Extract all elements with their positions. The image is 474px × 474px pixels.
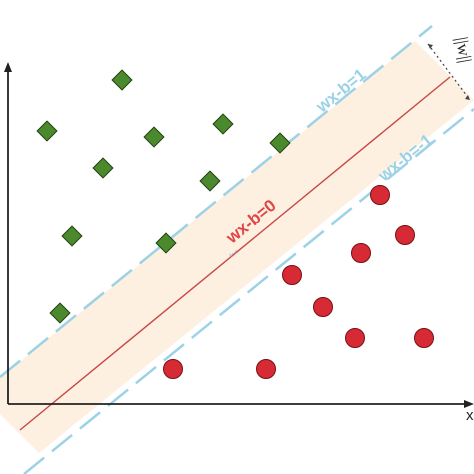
positive-point-diamond <box>61 225 83 247</box>
positive-point-diamond <box>199 170 221 192</box>
positive-point-diamond <box>143 126 165 148</box>
negative-point-circle <box>370 185 390 205</box>
margin-band <box>0 41 474 453</box>
negative-class-points <box>163 185 434 379</box>
positive-point-diamond <box>49 302 71 324</box>
positive-point-diamond <box>92 157 114 179</box>
positive-point-diamond <box>212 113 234 135</box>
margin-line-negative <box>23 108 474 474</box>
tiny-text-label: Text <box>228 249 239 260</box>
y-axis-arrowhead-icon <box>4 62 12 72</box>
positive-point-diamond <box>111 69 133 91</box>
positive-point-diamond <box>36 120 58 142</box>
margin-width-arrowhead-bottom <box>465 95 470 100</box>
positive-point-diamond <box>155 232 177 254</box>
negative-point-circle <box>256 359 276 379</box>
decision-boundary-line <box>19 76 451 431</box>
x-axis-arrowhead-icon <box>464 400 474 408</box>
negative-point-circle <box>163 359 183 379</box>
positive-point-diamond <box>269 132 291 154</box>
norm-label: ||w|| <box>452 35 474 64</box>
negative-point-circle <box>345 328 365 348</box>
negative-point-circle <box>395 225 415 245</box>
margin-line-positive <box>0 25 433 378</box>
x-axis-label: x <box>466 407 474 424</box>
positive-class-points <box>36 69 291 324</box>
margin-width-indicator <box>427 43 471 101</box>
margin-width-arrowhead-top <box>428 44 433 49</box>
negative-point-circle <box>414 328 434 348</box>
negative-point-circle <box>313 297 333 317</box>
negative-point-circle <box>351 243 371 263</box>
negative-point-circle <box>282 265 302 285</box>
